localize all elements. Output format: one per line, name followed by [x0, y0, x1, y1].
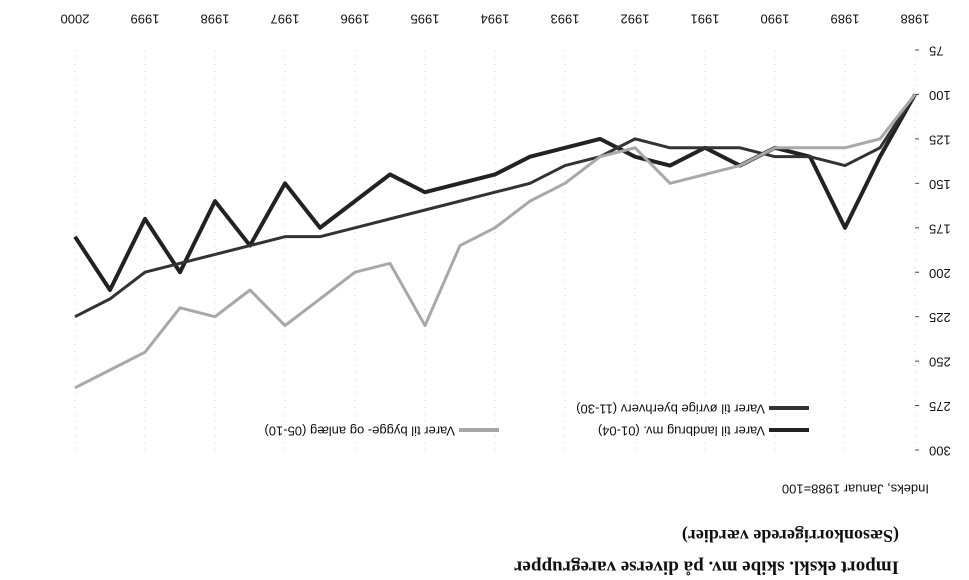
- x-tick-label: 2000: [61, 12, 90, 27]
- series-line: [74, 93, 917, 319]
- chart-title: Import ekskl. skibe mv. på diverse vareg…: [513, 557, 899, 578]
- x-tick-label: 1995: [411, 12, 440, 27]
- y-tick-label: 150: [929, 177, 951, 192]
- x-tick-label: 1990: [761, 12, 790, 27]
- legend-label: Varer til øvrige byerhverv (11-30): [576, 402, 765, 417]
- y-tick-label: 75: [929, 44, 943, 59]
- series-line: [74, 93, 917, 390]
- y-tick-label: 225: [929, 310, 951, 325]
- x-tick-label: 1996: [341, 12, 370, 27]
- y-tick-label: 175: [929, 221, 951, 236]
- x-tick-label: 1997: [271, 12, 300, 27]
- legend-label: Varer til landbrug mv. (01-04): [598, 424, 765, 439]
- legend-label: Varer til bygge- og anlæg (05-10): [264, 424, 455, 439]
- y-tick-label: 100: [929, 88, 951, 103]
- x-tick-label: 1994: [481, 12, 510, 27]
- x-tick-label: 1989: [831, 12, 860, 27]
- y-tick-label: 275: [929, 399, 951, 414]
- y-tick-label: 125: [929, 132, 951, 147]
- y-tick-label: 200: [929, 266, 951, 281]
- x-tick-label: 1988: [901, 12, 930, 27]
- y-tick-label: 250: [929, 355, 951, 370]
- x-tick-label: 1998: [201, 12, 230, 27]
- y-axis-label: Indeks, Januar 1988=100: [782, 482, 929, 497]
- x-tick-label: 1991: [691, 12, 720, 27]
- rotated-chart: Import ekskl. skibe mv. på diverse vareg…: [61, 12, 951, 578]
- y-tick-label: 300: [929, 444, 951, 459]
- chart-subtitle: (Sæsonkorrigerede værdier): [682, 525, 899, 546]
- x-tick-label: 1993: [551, 12, 580, 27]
- x-tick-label: 1999: [131, 12, 160, 27]
- x-tick-label: 1992: [621, 12, 650, 27]
